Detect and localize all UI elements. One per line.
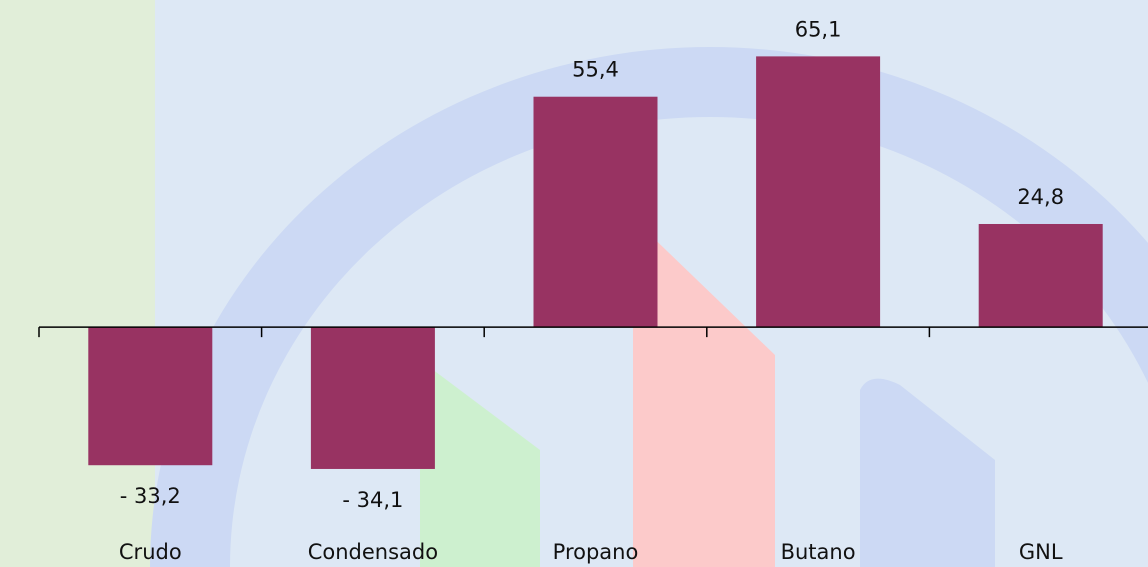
bar bbox=[756, 56, 881, 328]
x-tick-label: Propano bbox=[553, 540, 639, 564]
x-tick-label: Crudo bbox=[119, 540, 182, 564]
value-label: 65,1 bbox=[795, 17, 842, 41]
value-label: - 34,1 bbox=[342, 488, 403, 512]
x-tick-label: Condensado bbox=[308, 540, 438, 564]
bar bbox=[978, 223, 1103, 328]
background-strip bbox=[0, 0, 155, 567]
value-label: - 33,2 bbox=[120, 484, 181, 508]
decor-arc bbox=[150, 47, 1148, 567]
decor-green bbox=[420, 360, 540, 567]
x-tick-label: Butano bbox=[781, 540, 856, 564]
decor-pink bbox=[633, 225, 775, 567]
bar bbox=[310, 327, 435, 469]
x-tick-label: GNL bbox=[1019, 540, 1063, 564]
decor-blue bbox=[860, 378, 995, 567]
value-label: 24,8 bbox=[1017, 185, 1064, 209]
bar bbox=[533, 96, 658, 328]
value-label: 55,4 bbox=[572, 58, 619, 82]
bar bbox=[88, 327, 213, 466]
